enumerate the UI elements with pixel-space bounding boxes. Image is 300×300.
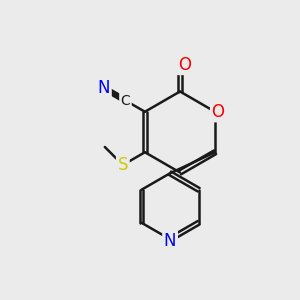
Text: O: O	[212, 103, 225, 121]
Text: S: S	[118, 156, 128, 174]
Text: O: O	[178, 56, 191, 74]
Text: N: N	[164, 232, 176, 250]
Text: C: C	[121, 94, 130, 107]
Text: N: N	[98, 79, 110, 97]
